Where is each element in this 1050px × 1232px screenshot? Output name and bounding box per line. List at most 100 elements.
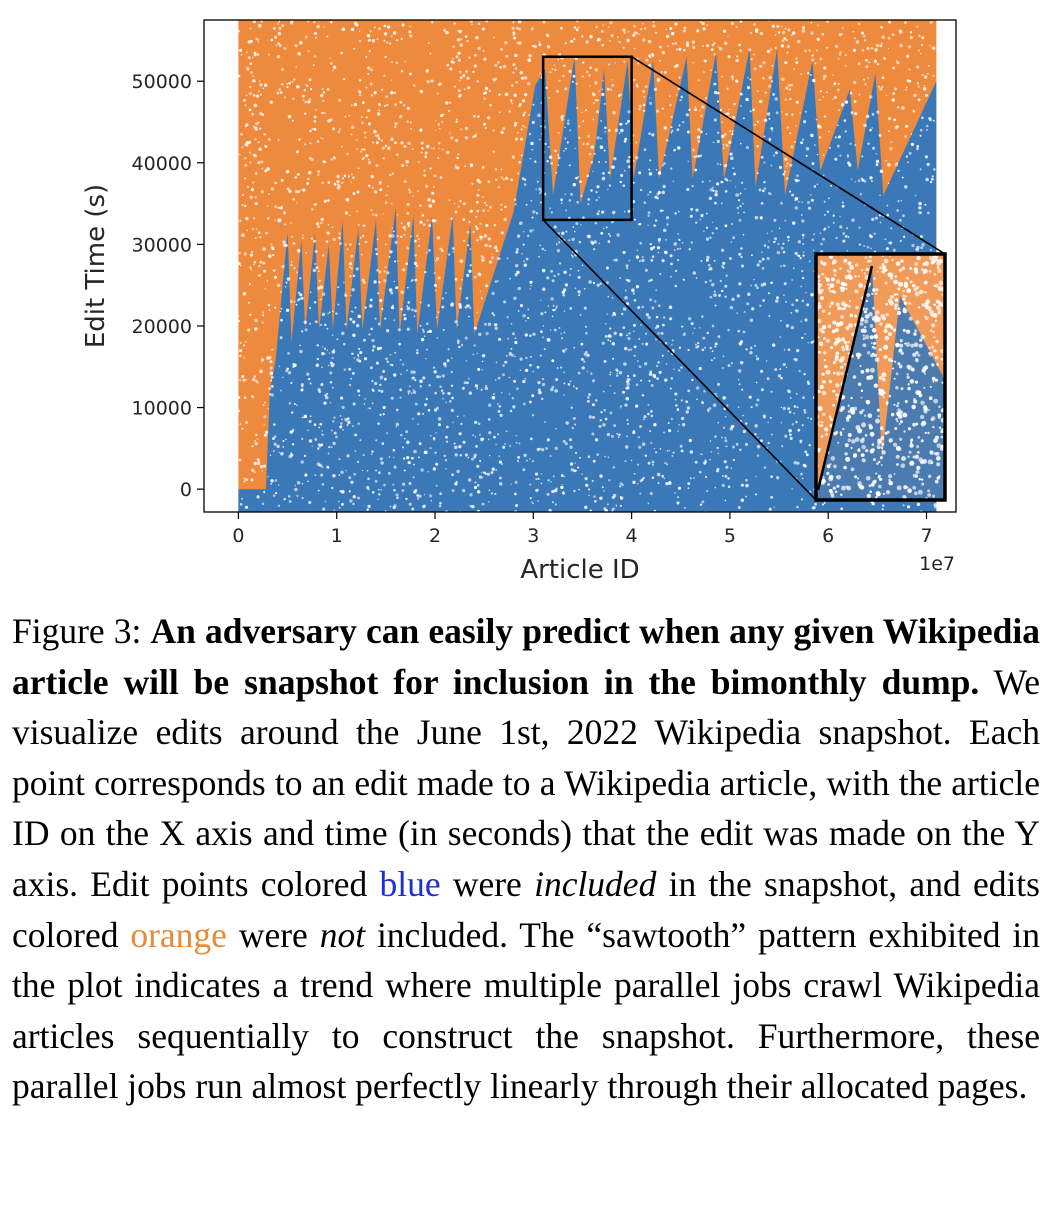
inset-gap [857,481,862,486]
scatter-gap [551,359,555,363]
scatter-gap [612,210,616,215]
scatter-gap [539,201,543,204]
scatter-gap [472,434,475,437]
inset-gap [847,433,852,437]
scatter-gap [841,204,845,208]
scatter-gap [623,210,626,213]
scatter-gap [303,88,307,92]
inset-gap [878,375,883,380]
scatter-gap [839,154,842,157]
scatter-gap [632,292,635,295]
scatter-gap [361,469,364,472]
scatter-gap [610,79,613,81]
scatter-gap [288,500,292,503]
scatter-gap [780,406,783,409]
scatter-gap [782,362,786,367]
scatter-gap [756,145,759,148]
scatter-gap [381,307,384,311]
scatter-gap [455,139,459,143]
scatter-gap [414,309,417,313]
inset-gap [835,351,840,356]
scatter-gap [503,178,505,181]
scatter-gap [447,253,451,256]
scatter-gap [638,108,641,111]
inset-gap [912,485,917,490]
scatter-gap [517,234,521,238]
inset-gap [931,323,936,328]
scatter-gap [308,306,312,309]
scatter-gap [370,327,373,331]
scatter-gap [427,470,430,473]
scatter-gap [387,185,390,188]
scatter-gap [624,346,628,351]
scatter-gap [697,341,700,345]
inset-gap [914,262,918,266]
figure-label: Figure 3: [12,611,151,651]
scatter-gap [393,91,397,95]
scatter-gap [437,123,441,126]
scatter-gap [709,188,713,192]
scatter-gap [461,488,466,493]
scatter-gap [706,213,708,215]
scatter-gap [557,154,560,157]
scatter-gap [280,318,283,322]
inset-gap [922,262,926,266]
scatter-gap [238,379,242,382]
scatter-gap [254,172,258,175]
scatter-gap [416,349,419,352]
scatter-gap [605,281,609,285]
scatter-gap [545,33,550,38]
scatter-gap [260,358,265,362]
scatter-gap [346,152,349,156]
scatter-gap [508,110,511,113]
scatter-gap [891,33,895,37]
scatter-gap [428,329,432,334]
scatter-gap [839,51,842,54]
scatter-gap [392,456,395,459]
scatter-gap [547,338,551,342]
scatter-gap [678,124,681,127]
scatter-gap [725,465,729,469]
scatter-gap [529,229,533,233]
scatter-gap [462,74,466,78]
scatter-gap [390,90,394,95]
scatter-gap [626,386,630,390]
scatter-gap [505,354,508,357]
inset-gap [921,420,927,426]
scatter-gap [691,185,694,188]
inset-gap [822,351,827,355]
scatter-gap [801,299,805,303]
scatter-gap [779,368,782,370]
scatter-gap [286,277,291,281]
scatter-gap [735,442,739,446]
scatter-gap [801,336,804,340]
scatter-gap [657,332,660,335]
scatter-gap [340,181,344,185]
scatter-gap [603,149,606,152]
scatter-gap [931,175,934,178]
scatter-gap [895,60,898,62]
scatter-gap [399,396,402,399]
scatter-gap [700,453,703,456]
inset-gap [855,305,859,310]
inset-gap [869,259,872,263]
scatter-gap [680,366,683,369]
scatter-gap [466,273,470,278]
scatter-gap [563,310,566,312]
scatter-gap [737,406,740,408]
scatter-gap [789,132,792,135]
scatter-gap [315,108,317,111]
scatter-gap [586,353,590,357]
scatter-gap [554,149,557,153]
scatter-gap [791,488,793,490]
scatter-gap [567,119,570,122]
scatter-gap [491,467,495,471]
scatter-gap [451,396,454,400]
inset-gap [917,489,923,495]
scatter-gap [384,243,387,246]
scatter-gap [667,422,670,425]
scatter-gap [367,407,370,409]
scatter-gap [805,154,808,157]
scatter-gap [775,296,780,300]
inset-gap [860,396,863,399]
